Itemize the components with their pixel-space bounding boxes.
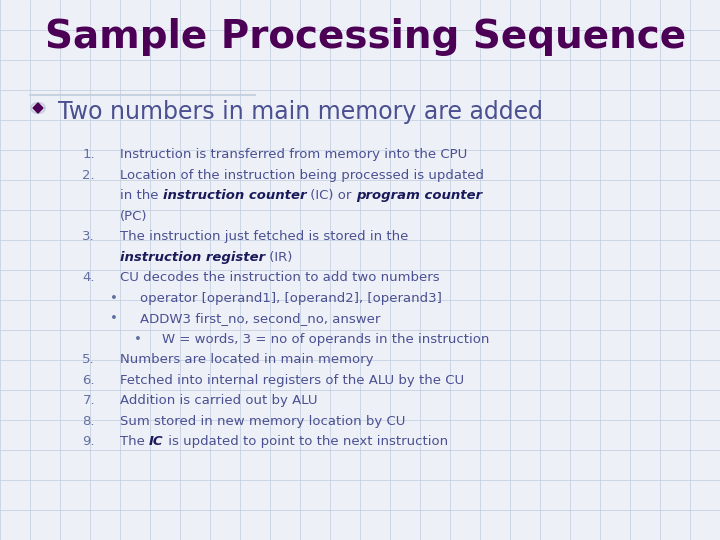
Text: ADDW3 first_no, second_no, answer: ADDW3 first_no, second_no, answer <box>140 312 380 325</box>
Text: Fetched into internal registers of the ALU by the CU: Fetched into internal registers of the A… <box>120 374 464 387</box>
Text: IC: IC <box>149 435 163 448</box>
Text: 9.: 9. <box>83 435 95 448</box>
Text: Addition is carried out by ALU: Addition is carried out by ALU <box>120 394 318 407</box>
Text: 1.: 1. <box>82 148 95 161</box>
Text: Two numbers in main memory are added: Two numbers in main memory are added <box>58 100 543 124</box>
Text: Location of the instruction being processed is updated: Location of the instruction being proces… <box>120 168 484 181</box>
Text: instruction counter: instruction counter <box>163 189 306 202</box>
Text: Sample Processing Sequence: Sample Processing Sequence <box>45 18 686 56</box>
Text: (IC) or: (IC) or <box>306 189 356 202</box>
Text: 3.: 3. <box>82 230 95 243</box>
Polygon shape <box>33 103 43 113</box>
Text: 5.: 5. <box>82 353 95 366</box>
Text: CU decodes the instruction to add two numbers: CU decodes the instruction to add two nu… <box>120 271 440 284</box>
Text: W = words, 3 = no of operands in the instruction: W = words, 3 = no of operands in the ins… <box>162 333 490 346</box>
Text: is updated to point to the next instruction: is updated to point to the next instruct… <box>163 435 448 448</box>
Text: (IR): (IR) <box>265 251 292 264</box>
Text: The instruction just fetched is stored in the: The instruction just fetched is stored i… <box>120 230 408 243</box>
Text: The: The <box>120 435 149 448</box>
Text: •: • <box>110 292 118 305</box>
Text: 4.: 4. <box>83 271 95 284</box>
Text: Instruction is transferred from memory into the CPU: Instruction is transferred from memory i… <box>120 148 467 161</box>
Text: Numbers are located in main memory: Numbers are located in main memory <box>120 353 374 366</box>
Text: operator [operand1], [operand2], [operand3]: operator [operand1], [operand2], [operan… <box>140 292 442 305</box>
Text: 8.: 8. <box>83 415 95 428</box>
Text: 7.: 7. <box>82 394 95 407</box>
Text: 6.: 6. <box>83 374 95 387</box>
Text: in the: in the <box>120 189 163 202</box>
Text: Sum stored in new memory location by CU: Sum stored in new memory location by CU <box>120 415 405 428</box>
Text: 2.: 2. <box>82 168 95 181</box>
Text: program counter: program counter <box>356 189 482 202</box>
Text: (PC): (PC) <box>120 210 148 222</box>
Text: •: • <box>110 312 118 325</box>
Text: instruction register: instruction register <box>120 251 265 264</box>
Text: •: • <box>134 333 142 346</box>
